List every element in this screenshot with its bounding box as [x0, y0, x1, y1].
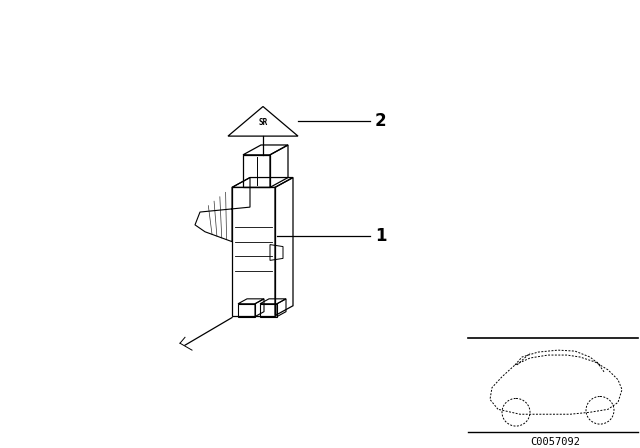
Text: C0057092: C0057092	[530, 437, 580, 447]
Text: 1: 1	[375, 227, 387, 245]
Text: SR: SR	[259, 118, 268, 127]
Text: 2: 2	[375, 112, 387, 130]
